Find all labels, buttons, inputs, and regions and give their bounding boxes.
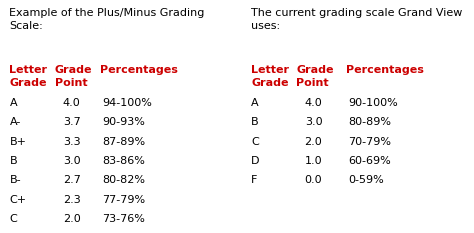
Text: 90-93%: 90-93% [102, 117, 145, 127]
Text: 3.0: 3.0 [305, 117, 322, 127]
Text: C+: C+ [9, 195, 27, 205]
Text: A: A [251, 98, 259, 108]
Text: 70-79%: 70-79% [348, 137, 392, 147]
Text: B: B [9, 156, 17, 166]
Text: Example of the Plus/Minus Grading
Scale:: Example of the Plus/Minus Grading Scale: [9, 8, 205, 31]
Text: 4.0: 4.0 [305, 98, 322, 108]
Text: B-: B- [9, 175, 21, 185]
Text: Letter
Grade: Letter Grade [251, 65, 289, 88]
Text: Percentages: Percentages [346, 65, 424, 75]
Text: 80-89%: 80-89% [348, 117, 392, 127]
Text: 3.0: 3.0 [63, 156, 81, 166]
Text: 4.0: 4.0 [63, 98, 81, 108]
Text: Grade
Point: Grade Point [55, 65, 92, 88]
Text: D: D [251, 156, 260, 166]
Text: 2.7: 2.7 [63, 175, 81, 185]
Text: 77-79%: 77-79% [102, 195, 145, 205]
Text: Grade
Point: Grade Point [296, 65, 334, 88]
Text: A: A [9, 98, 17, 108]
Text: F: F [251, 175, 257, 185]
Text: B+: B+ [9, 137, 27, 147]
Text: B: B [251, 117, 259, 127]
Text: 1.0: 1.0 [305, 156, 322, 166]
Text: 2.3: 2.3 [63, 195, 81, 205]
Text: 80-82%: 80-82% [102, 175, 145, 185]
Text: A-: A- [9, 117, 21, 127]
Text: 83-86%: 83-86% [102, 156, 145, 166]
Text: 0-59%: 0-59% [348, 175, 384, 185]
Text: Letter
Grade: Letter Grade [9, 65, 47, 88]
Text: C: C [251, 137, 259, 147]
Text: 73-76%: 73-76% [102, 214, 145, 224]
Text: The current grading scale Grand View
uses:: The current grading scale Grand View use… [251, 8, 463, 31]
Text: 3.7: 3.7 [63, 117, 81, 127]
Text: Percentages: Percentages [100, 65, 177, 75]
Text: 0.0: 0.0 [305, 175, 322, 185]
Text: 87-89%: 87-89% [102, 137, 145, 147]
Text: 60-69%: 60-69% [348, 156, 391, 166]
Text: C: C [9, 214, 17, 224]
Text: 94-100%: 94-100% [102, 98, 152, 108]
Text: 2.0: 2.0 [63, 214, 81, 224]
Text: 90-100%: 90-100% [348, 98, 398, 108]
Text: 2.0: 2.0 [305, 137, 322, 147]
Text: 3.3: 3.3 [63, 137, 81, 147]
